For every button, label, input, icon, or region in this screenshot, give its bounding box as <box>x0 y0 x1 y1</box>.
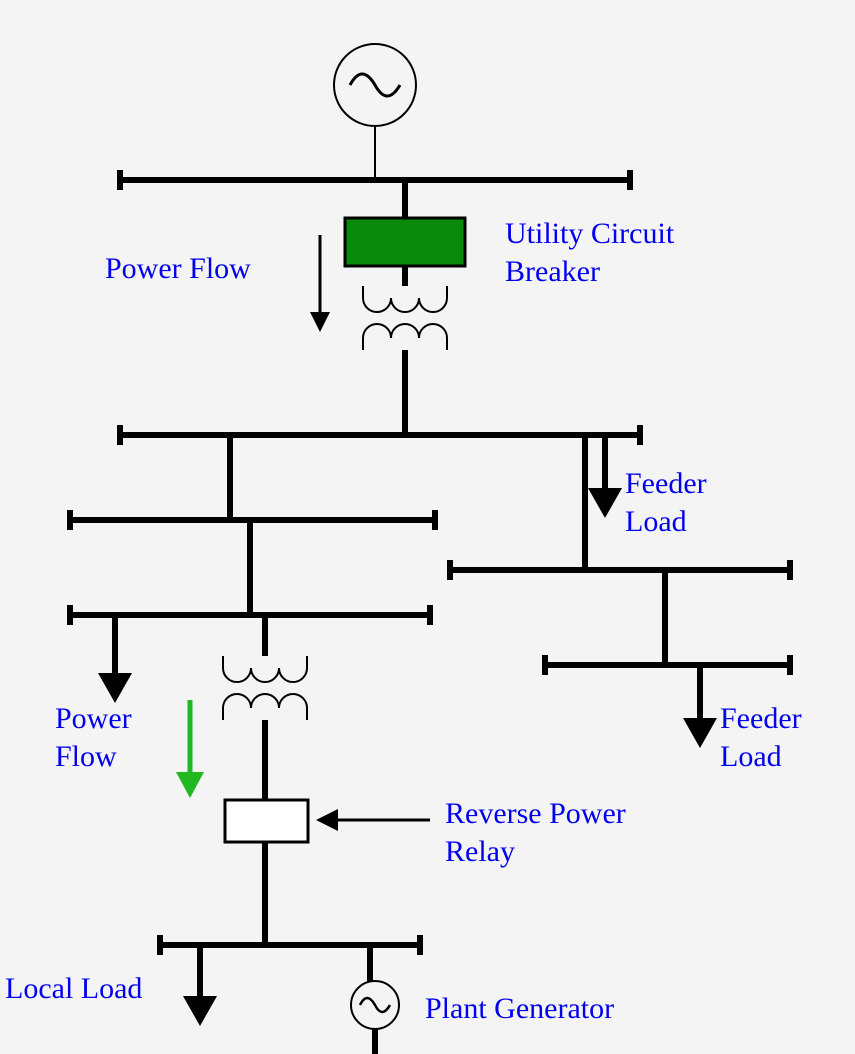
feeder-load-2-label: Feeder Load <box>720 700 802 775</box>
reverse-power-relay-icon <box>225 800 308 842</box>
plant-generator-label: Plant Generator <box>425 990 614 1028</box>
power-flow-top-arrow-icon <box>310 235 330 332</box>
transformer-top-icon <box>363 286 447 350</box>
power-flow-bottom-label: Power Flow <box>55 700 132 775</box>
plant-generator-icon <box>351 981 399 1054</box>
transformer-bottom-icon <box>223 656 307 720</box>
power-flow-bottom-arrow-icon <box>176 700 204 798</box>
reverse-power-relay-label: Reverse Power Relay <box>445 795 626 870</box>
power-flow-top-label: Power Flow <box>105 250 251 288</box>
reverse-power-arrow-icon <box>316 809 430 831</box>
buses <box>70 170 790 955</box>
local-load-label: Local Load <box>5 970 142 1008</box>
utility-circuit-breaker-icon <box>345 218 465 266</box>
utility-circuit-breaker-label: Utility Circuit Breaker <box>505 215 674 290</box>
feeder-load-1-label: Feeder Load <box>625 465 707 540</box>
single-line-diagram-svg <box>0 0 855 1054</box>
utility-source-icon <box>334 44 416 180</box>
power-system-diagram: { "diagram": { "type": "flowchart", "bac… <box>0 0 855 1054</box>
